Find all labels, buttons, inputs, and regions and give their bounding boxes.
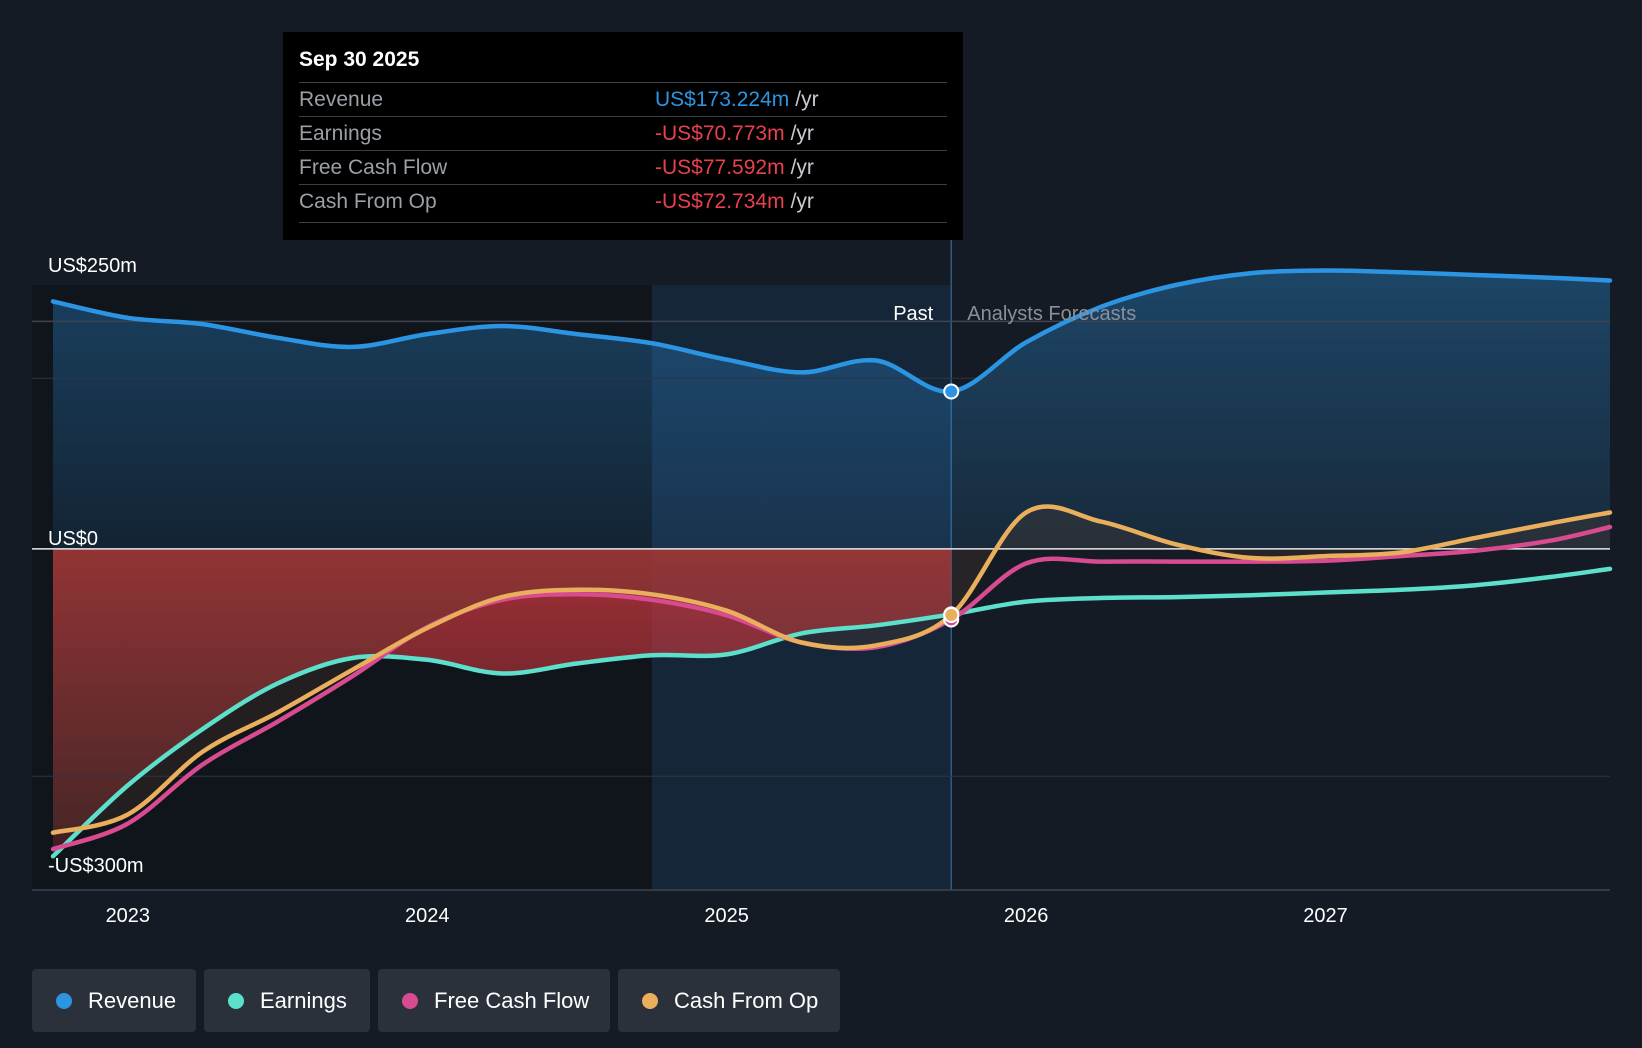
tooltip-unit: /yr xyxy=(790,190,814,213)
tooltip-row-free-cash-flow: Free Cash Flow -US$77.592m/yr xyxy=(299,150,947,185)
grid-layer xyxy=(32,320,1610,891)
legend-dot-icon xyxy=(402,992,418,1009)
marker-layer xyxy=(943,383,960,628)
line-layer xyxy=(50,268,1613,859)
tooltip-label: Earnings xyxy=(299,122,382,145)
tooltip-unit: /yr xyxy=(795,88,819,111)
tooltip-label: Free Cash Flow xyxy=(299,156,448,179)
y-axis-label-top: US$250m xyxy=(48,255,137,277)
series-line-revenue xyxy=(50,268,1613,394)
tooltip-value: -US$77.592m xyxy=(655,156,785,179)
tooltip-value: -US$70.773m xyxy=(655,122,785,145)
forecast-label: Analysts Forecasts xyxy=(967,303,1136,325)
legend-label: Earnings xyxy=(260,987,347,1013)
tooltip-date: Sep 30 2025 xyxy=(299,48,420,71)
tooltip: Sep 30 2025 Revenue US$173.224m/yr Earni… xyxy=(283,32,963,240)
x-tick-label: 2024 xyxy=(405,905,450,927)
data-point-revenue xyxy=(943,383,960,400)
tooltip-value: US$173.224m xyxy=(655,88,790,111)
tooltip-row-revenue: Revenue US$173.224m/yr xyxy=(299,82,947,117)
past-label: Past xyxy=(893,303,933,325)
tooltip-divider xyxy=(299,222,947,223)
tooltip-value-revenue: US$173.224m/yr xyxy=(655,83,819,117)
legend-item-cash-from-op[interactable]: Cash From Op xyxy=(618,969,840,1032)
tooltip-row-earnings: Earnings -US$70.773m/yr xyxy=(299,116,947,151)
area-layer xyxy=(52,270,1610,857)
legend-item-revenue[interactable]: Revenue xyxy=(32,969,196,1032)
x-tick-label: 2025 xyxy=(704,905,749,927)
legend-item-earnings[interactable]: Earnings xyxy=(204,969,370,1032)
tooltip-unit: /yr xyxy=(790,122,814,145)
legend-dot-icon xyxy=(642,992,658,1009)
y-axis-label-zero: US$0 xyxy=(48,528,98,550)
legend-label: Free Cash Flow xyxy=(434,987,590,1013)
tooltip-row-cash-from-op: Cash From Op -US$72.734m/yr xyxy=(299,184,947,219)
tooltip-value-fcf: -US$77.592m/yr xyxy=(655,151,814,185)
revenue-area xyxy=(52,270,1610,549)
x-tick-label: 2023 xyxy=(106,905,151,927)
tooltip-label: Revenue xyxy=(299,88,384,111)
x-tick-label: 2026 xyxy=(1004,905,1049,927)
cash-from-op-area xyxy=(52,506,1610,833)
y-axis-label-bottom: -US$300m xyxy=(48,855,144,877)
series-line-earnings xyxy=(50,566,1613,859)
series-line-cash-from-op xyxy=(50,504,1613,835)
tooltip-value-cfo: -US$72.734m/yr xyxy=(655,185,814,219)
data-point-cash-from-op xyxy=(943,606,960,623)
label-layer: US$250m US$0 -US$300m Past Analysts Forecast… xyxy=(48,255,1348,927)
legend-dot-icon xyxy=(56,992,72,1009)
legend-item-free-cash-flow[interactable]: Free Cash Flow xyxy=(378,969,610,1032)
tooltip-label: Cash From Op xyxy=(299,190,437,213)
earnings-negative-area xyxy=(52,548,952,857)
legend-dot-icon xyxy=(228,992,244,1009)
x-tick-label: 2027 xyxy=(1303,905,1348,927)
tooltip-value-earnings: -US$70.773m/yr xyxy=(655,117,814,151)
legend-label: Revenue xyxy=(88,987,177,1013)
legend-label: Cash From Op xyxy=(674,987,819,1013)
tooltip-value: -US$72.734m xyxy=(655,190,785,213)
tooltip-unit: /yr xyxy=(790,156,814,179)
